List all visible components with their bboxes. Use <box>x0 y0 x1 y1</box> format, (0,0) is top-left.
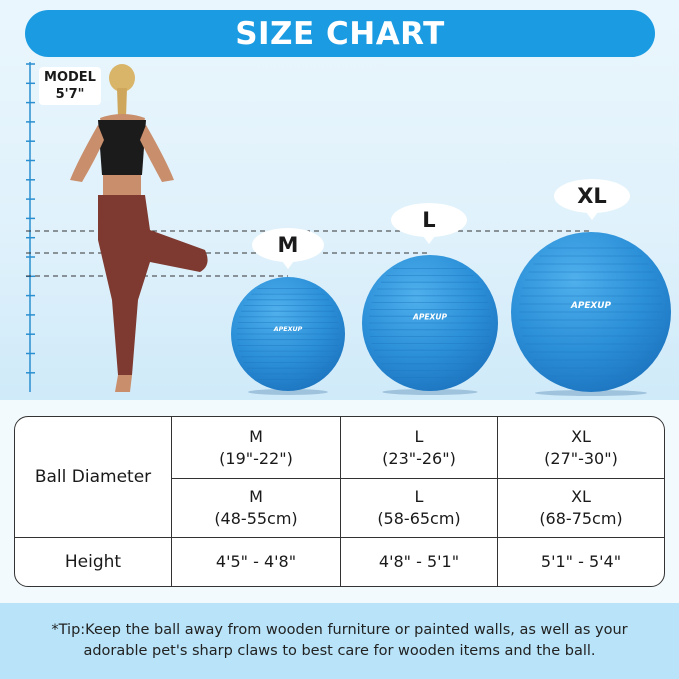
size-bubble-xl: XL <box>554 179 630 220</box>
model-height: 5'7" <box>55 87 85 102</box>
cell-xl-cm: XL (68-75cm) <box>498 479 664 538</box>
cell-l-cm: L (58-65cm) <box>341 479 498 538</box>
exercise-ball-xl: APEXUP <box>511 232 671 396</box>
ball-brand-logo: APEXUP <box>273 326 303 333</box>
size-table: Ball Diameter M (19"-22") L (23"-26") XL (2… <box>14 416 665 587</box>
size-bubble-m: M <box>252 228 324 269</box>
row-header-height: Height <box>15 538 172 586</box>
cell-l-inches: L (23"-26") <box>341 417 498 479</box>
size-bubble-l: L <box>391 203 467 244</box>
ball-brand-logo: APEXUP <box>570 301 611 311</box>
cell-m-inches: M (19"-22") <box>172 417 341 479</box>
cell-l-height: 4'8" - 5'1" <box>341 538 498 586</box>
exercise-ball-l: APEXUP <box>362 255 498 395</box>
cell-m-cm: M (48-55cm) <box>172 479 341 538</box>
care-tip: *Tip:Keep the ball away from wooden furn… <box>0 603 679 679</box>
cell-xl-height: 5'1" - 5'4" <box>540 552 622 571</box>
exercise-ball-m: APEXUP <box>231 277 345 395</box>
model-height-label: MODEL 5'7" <box>39 67 101 105</box>
cell-xl-inches: XL (27"-30") <box>498 417 664 479</box>
cell-m-height: 4'5" - 4'8" <box>172 538 341 586</box>
ball-brand-logo: APEXUP <box>412 313 447 322</box>
size-chart-banner: SIZE CHART <box>25 10 655 57</box>
model-figure <box>70 64 208 392</box>
model-label: MODEL <box>44 70 96 85</box>
size-illustration: APEXUP APEXUP APEXUP <box>26 62 671 396</box>
row-header-ball-diameter: Ball Diameter <box>15 417 172 538</box>
